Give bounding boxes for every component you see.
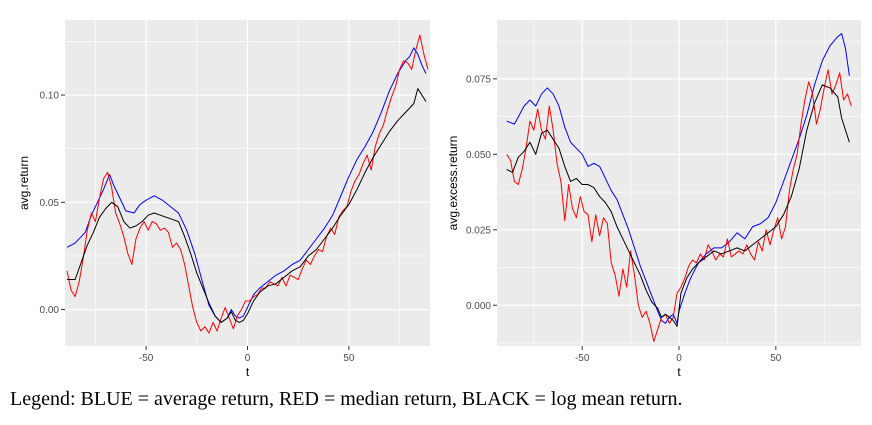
series-line-3 xyxy=(67,88,427,323)
legend-caption: Legend: BLUE = average return, RED = med… xyxy=(10,388,683,410)
x-tick-label: -50 xyxy=(575,353,590,364)
x-tick-label: 50 xyxy=(343,353,355,364)
y-tick-label: 0.10 xyxy=(40,91,60,102)
series-line-3 xyxy=(506,84,850,327)
y-tick-label: 0.050 xyxy=(466,150,491,161)
series-line-2 xyxy=(66,34,429,334)
series-line-1 xyxy=(506,33,850,324)
x-axis-title: t xyxy=(677,365,681,379)
y-axis-title: avg.excess.return xyxy=(446,136,460,231)
chart-panel-1: -50 0 50 0.00 0.05 0.10 t avg.return xyxy=(17,20,430,379)
series-line-2 xyxy=(506,69,852,342)
x-axis-title: t xyxy=(246,365,250,379)
series-line-1 xyxy=(66,47,427,323)
y-tick-label: 0.00 xyxy=(40,305,60,316)
y-tick-label: 0.075 xyxy=(466,74,491,85)
y-tick-label: 0.025 xyxy=(466,225,491,236)
chart-panel-2: -50 0 50 0.000 0.025 0.050 0.075 t avg.excess.re… xyxy=(446,20,861,379)
y-tick-label: 0.000 xyxy=(466,301,491,312)
y-axis-title: avg.return xyxy=(17,156,31,210)
x-tick-label: 50 xyxy=(770,353,782,364)
x-tick-label: 0 xyxy=(245,353,251,364)
x-tick-label: -50 xyxy=(139,353,154,364)
y-tick-label: 0.05 xyxy=(40,198,60,209)
x-tick-label: 0 xyxy=(676,353,682,364)
